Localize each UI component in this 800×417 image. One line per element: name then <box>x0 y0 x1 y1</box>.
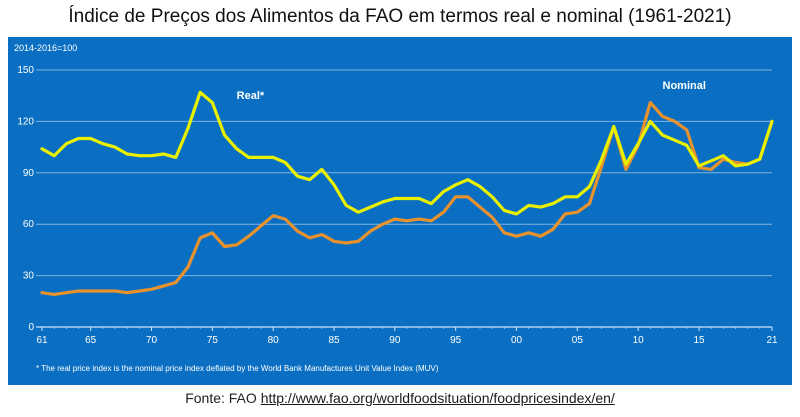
footnote: * The real price index is the nominal pr… <box>36 364 439 373</box>
x-tick-label: 80 <box>268 335 280 346</box>
x-tick-label: 10 <box>633 335 645 346</box>
y-tick-label: 150 <box>17 65 34 76</box>
x-tick-label: 00 <box>511 335 523 346</box>
y-tick-label: 60 <box>23 219 35 230</box>
x-tick-label: 61 <box>36 335 48 346</box>
series-annotation-real: Real* <box>237 90 265 102</box>
x-tick-label: 85 <box>328 335 340 346</box>
series-line-nominal <box>40 100 774 296</box>
x-tick-label: 65 <box>85 335 97 346</box>
x-tick-label: 95 <box>450 335 462 346</box>
series-line-real <box>40 90 774 216</box>
y-tick-label: 120 <box>17 116 34 127</box>
chart-panel: 2014-2016=100 0 30 60 90 120 150 61 65 70 75 80 85 9… <box>8 37 792 385</box>
y-tick-label: 30 <box>23 271 35 282</box>
source-link[interactable]: http://www.fao.org/worldfoodsituation/fo… <box>260 390 615 406</box>
x-tick-label: 21 <box>766 335 778 346</box>
source-label: Fonte: FAO <box>185 390 257 406</box>
x-tick-label: 70 <box>146 335 158 346</box>
line-chart: 2014-2016=100 0 30 60 90 120 150 61 65 70 75 80 85 9… <box>14 43 778 373</box>
x-tick-label: 15 <box>693 335 705 346</box>
y-tick-label: 0 <box>28 322 34 333</box>
x-tick-label: 90 <box>389 335 401 346</box>
x-tick-label: 75 <box>207 335 219 346</box>
series-annotation-nominal: Nominal <box>663 80 706 92</box>
x-tick-label: 05 <box>572 335 584 346</box>
unit-label: 2014-2016=100 <box>14 43 77 53</box>
y-tick-label: 90 <box>23 168 35 179</box>
source-line: Fonte: FAO http://www.fao.org/worldfoods… <box>0 390 800 406</box>
chart-title: Índice de Preços dos Alimentos da FAO em… <box>68 6 732 27</box>
